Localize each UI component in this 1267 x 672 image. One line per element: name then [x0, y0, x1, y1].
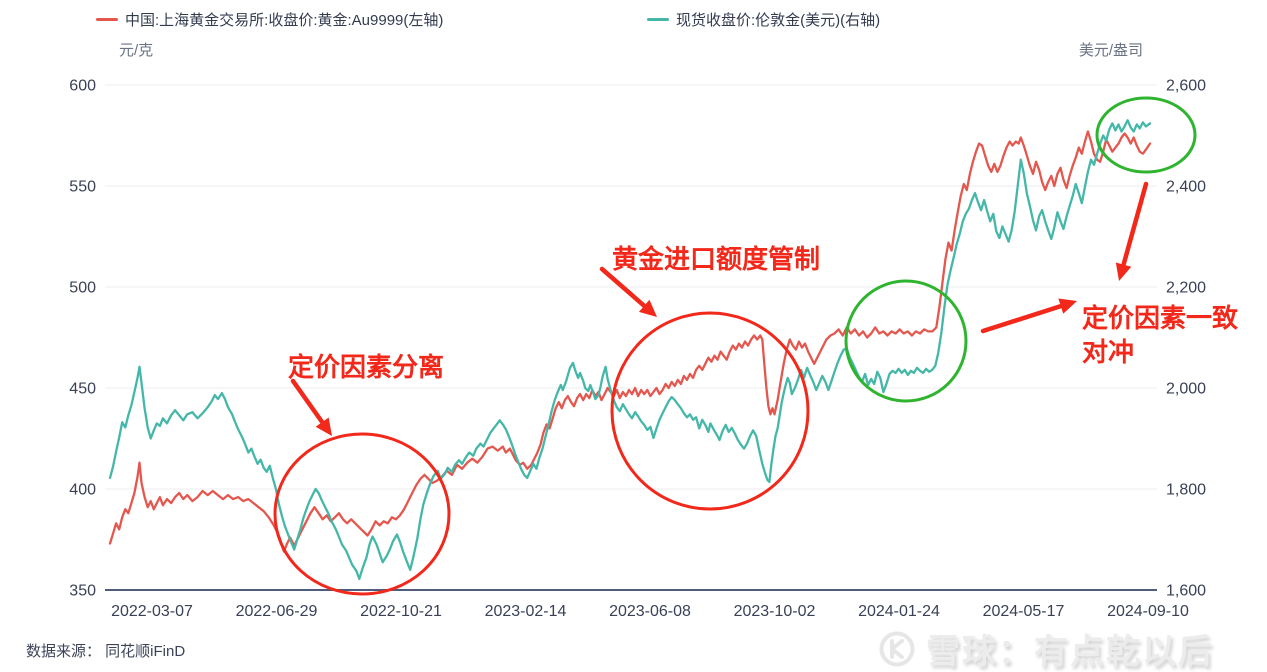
- left-axis-tick: 600: [69, 78, 96, 95]
- legend-swatch-au9999: [96, 18, 118, 21]
- x-axis-tick: 2022-03-07: [111, 603, 193, 620]
- highlight-ellipse-green: [844, 279, 968, 403]
- left-axis-tick: 500: [69, 280, 96, 297]
- series-line-0: [108, 130, 1152, 553]
- right-axis-tick: 1,800: [1166, 482, 1206, 499]
- x-axis-tick: 2024-09-10: [1107, 603, 1189, 620]
- x-axis-tick: 2024-01-24: [858, 603, 940, 620]
- annotation-arrow-head: [1058, 298, 1077, 314]
- series-london-gold-line: [108, 119, 1152, 581]
- annotation-arrow-shaft: [290, 378, 325, 425]
- series-line-1: [108, 119, 1152, 581]
- x-axis-tick: 2023-10-02: [734, 603, 816, 620]
- right-axis-tick: 2,000: [1166, 381, 1206, 398]
- x-axis-tick: 2022-06-29: [236, 603, 318, 620]
- right-axis-tick: 2,400: [1166, 179, 1206, 196]
- left-axis-tick: 400: [69, 482, 96, 499]
- left-axis-unit-label: 元/克: [119, 42, 154, 59]
- left-axis-tick-labels: 600 550 500 450 400 350: [69, 78, 96, 600]
- annotation-arrow-head: [1115, 262, 1132, 281]
- legend-label-london-gold: 现货收盘价:伦敦金(美元)(右轴): [676, 12, 881, 29]
- legend-item-au9999[interactable]: 中国:上海黄金交易所:收盘价:黄金:Au9999(左轴): [96, 9, 443, 30]
- annotation-label: 黄金进口额度管制: [612, 244, 820, 274]
- x-axis-tick: 2022-10-21: [360, 603, 442, 620]
- x-axis-tick: 2024-05-17: [983, 603, 1065, 620]
- right-axis-tick-labels: 2,600 2,400 2,200 2,000 1,800 1,600: [1166, 78, 1206, 600]
- right-axis-unit-label: 美元/盎司: [1078, 42, 1143, 59]
- data-source-label: 数据来源： 同花顺iFinD: [26, 643, 186, 660]
- right-axis-tick: 2,200: [1166, 280, 1206, 297]
- gridlines: [105, 84, 1157, 490]
- watermark: 雪球：有点乾以后: [878, 624, 1214, 672]
- watermark-text: 雪球：有点乾以后: [926, 633, 1214, 671]
- left-axis-tick: 450: [69, 381, 96, 398]
- highlight-ellipse-green: [1095, 96, 1197, 174]
- annotation-arrow-shaft: [599, 266, 647, 309]
- annotation-arrow-head: [315, 417, 332, 436]
- left-axis-tick: 550: [69, 179, 96, 196]
- highlight-ellipse-red: [273, 432, 451, 596]
- x-axis-tick: 2023-06-08: [609, 603, 691, 620]
- series-au9999-line: [108, 130, 1152, 553]
- annotation-arrow-shaft: [1121, 181, 1149, 267]
- legend-label-au9999: 中国:上海黄金交易所:收盘价:黄金:Au9999(左轴): [125, 12, 444, 29]
- annotation-arrow-head: [638, 299, 657, 317]
- x-axis-tick: 2023-02-14: [485, 603, 567, 620]
- xueqiu-logo-icon: [879, 631, 915, 666]
- right-axis-tick: 2,600: [1166, 78, 1206, 95]
- x-axis-tick-labels: 2022-03-07 2022-06-29 2022-10-21 2023-02-14…: [111, 603, 1189, 620]
- annotation-label: 定价因素分离: [288, 352, 444, 382]
- annotation-label: 定价因素一致: [1082, 303, 1239, 333]
- legend-item-london-gold[interactable]: 现货收盘价:伦敦金(美元)(右轴): [647, 9, 880, 30]
- annotation-arrow-shaft: [980, 303, 1064, 334]
- left-axis-tick: 350: [69, 583, 96, 600]
- right-axis-tick: 1,600: [1166, 583, 1206, 600]
- highlight-ellipse-red: [610, 311, 810, 511]
- legend-swatch-london-gold: [647, 18, 669, 21]
- annotation-label: 对冲: [1082, 337, 1134, 367]
